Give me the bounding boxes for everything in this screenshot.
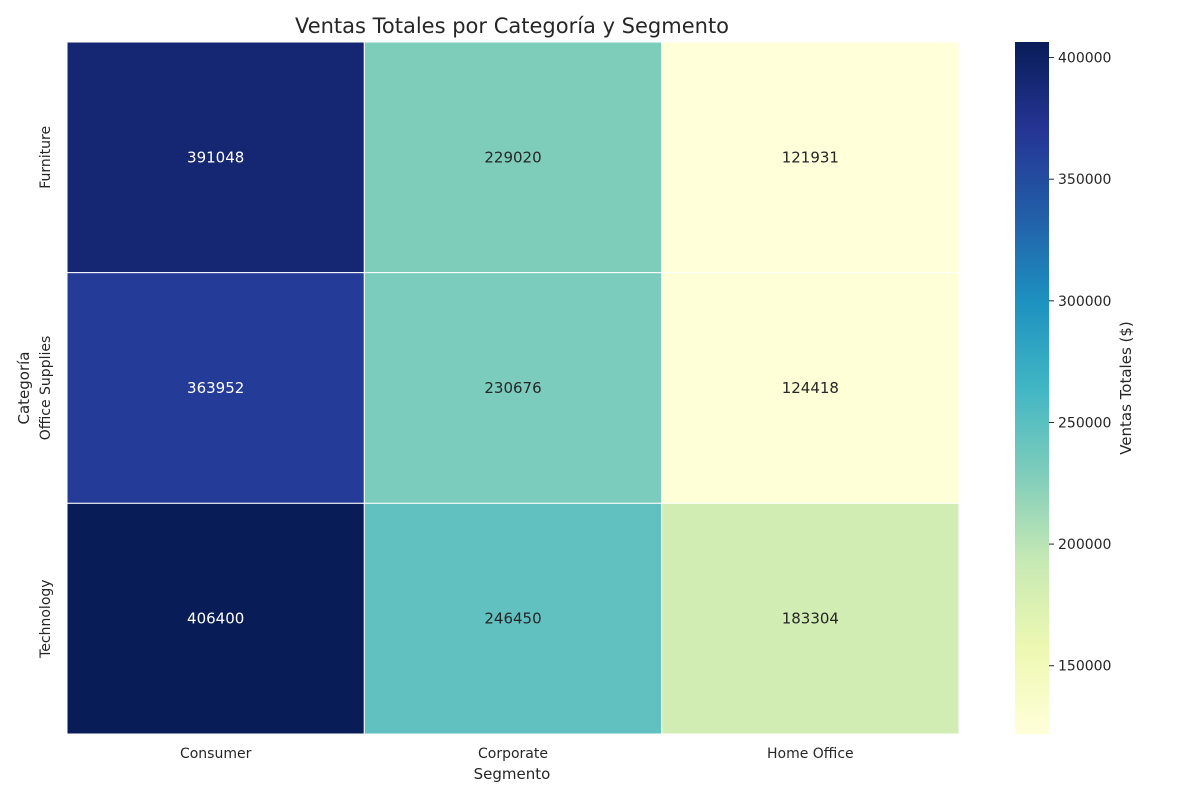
heatmap-cell <box>66 272 365 504</box>
colorbar-tick-label: 250000 <box>1058 415 1111 431</box>
heatmap-cell <box>661 502 960 735</box>
chart-title: Ventas Totales por Categoría y Segmento <box>295 14 729 38</box>
heatmap-cell <box>661 272 960 504</box>
heatmap-cells: 391048 229020 121931 363952 230676 124418 4064… <box>66 41 960 735</box>
colorbar-tick-label: 300000 <box>1058 294 1111 310</box>
heatmap-cell <box>66 502 365 735</box>
cell-value-label: 229020 <box>484 148 541 166</box>
heatmap-cell <box>363 502 663 735</box>
x-tick-label: Consumer <box>180 746 252 762</box>
colorbar-gradient <box>1015 42 1049 734</box>
colorbar-tick-label: 350000 <box>1058 172 1111 188</box>
colorbar: 150000 200000 250000 300000 350000 400000 <box>1015 42 1111 734</box>
colorbar-tick-label: 150000 <box>1058 659 1111 675</box>
x-axis-ticks: Consumer Corporate Home Office <box>180 746 854 762</box>
cell-value-label: 363952 <box>187 379 244 397</box>
cell-value-label: 230676 <box>484 379 541 397</box>
cell-value-label: 124418 <box>782 379 839 397</box>
y-tick-label: Office Supplies <box>38 336 54 441</box>
colorbar-label: Ventas Totales ($) <box>1117 321 1135 455</box>
y-tick-label: Technology <box>38 579 54 658</box>
x-tick-label: Corporate <box>478 746 548 762</box>
colorbar-tick-label: 200000 <box>1058 537 1111 553</box>
heatmap-cell <box>363 41 663 274</box>
cell-value-label: 121931 <box>782 148 839 166</box>
y-axis-ticks: Furniture Office Supplies Technology <box>38 126 54 659</box>
cell-value-label: 391048 <box>187 148 244 166</box>
heatmap-cell <box>66 41 365 274</box>
x-axis-label: Segmento <box>474 765 551 783</box>
heatmap-cell <box>661 41 960 274</box>
heatmap-cell <box>363 272 663 504</box>
cell-value-label: 183304 <box>782 610 839 628</box>
y-axis-label: Categoría <box>15 351 33 424</box>
y-tick-label: Furniture <box>38 126 54 189</box>
cell-value-label: 406400 <box>187 610 244 628</box>
cell-value-label: 246450 <box>484 610 541 628</box>
x-tick-label: Home Office <box>767 746 854 762</box>
colorbar-tick-label: 400000 <box>1058 51 1111 67</box>
